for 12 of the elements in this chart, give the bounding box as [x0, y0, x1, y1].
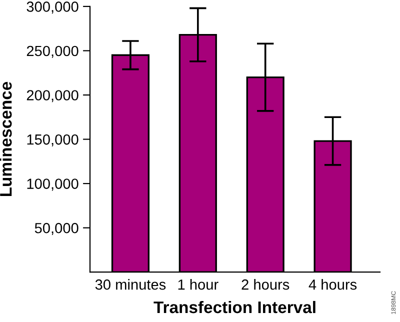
x-tick-label: 2 hours [242, 279, 290, 290]
y-tick-label: 200,000 [26, 90, 78, 102]
y-axis-title: Luminescence [0, 82, 12, 196]
y-tick-label: 150,000 [27, 134, 78, 146]
x-axis-title: Transfection Interval [154, 300, 316, 314]
y-tick-label: 300,000 [26, 2, 78, 14]
x-tick-label: 30 minutes [95, 279, 166, 290]
x-tick-label: 4 hours [308, 279, 357, 290]
y-tick-label: 250,000 [26, 46, 78, 58]
y-tick-label: 50,000 [34, 222, 78, 235]
y-tick-label: 100,000 [27, 178, 78, 191]
x-tick-label: 1 hour [178, 279, 218, 290]
